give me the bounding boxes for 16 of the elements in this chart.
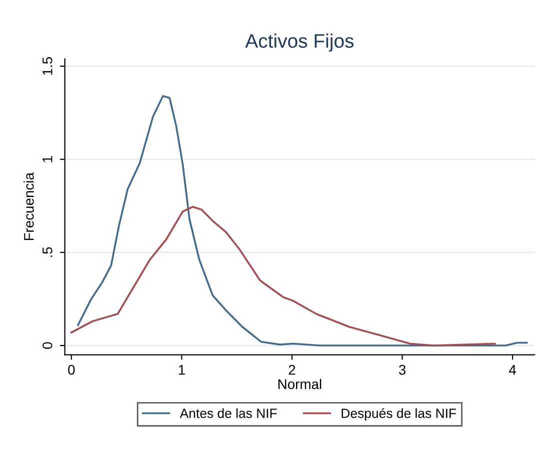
x-tick-label: 2 [288, 364, 296, 375]
y-tick-label: 0 [42, 342, 52, 349]
y-tick-label: 1 [42, 156, 52, 162]
line-series [70, 206, 496, 346]
x-axis-title: Normal [278, 378, 322, 390]
y-tick-label: 1.5 [42, 57, 52, 75]
legend-label: Después de las NIF [342, 408, 456, 421]
chart-title: Activos Fijos [245, 34, 354, 52]
legend-label: Antes de las NIF [180, 408, 277, 418]
x-tick-label: 3 [398, 364, 406, 375]
x-tick-label: 1 [178, 365, 185, 375]
line-series [77, 95, 528, 346]
y-axis-title: Frecuencia [24, 172, 34, 240]
x-tick-label: 0 [68, 364, 75, 375]
y-tick-label: .5 [42, 247, 52, 257]
x-tick-label: 4 [509, 365, 516, 375]
